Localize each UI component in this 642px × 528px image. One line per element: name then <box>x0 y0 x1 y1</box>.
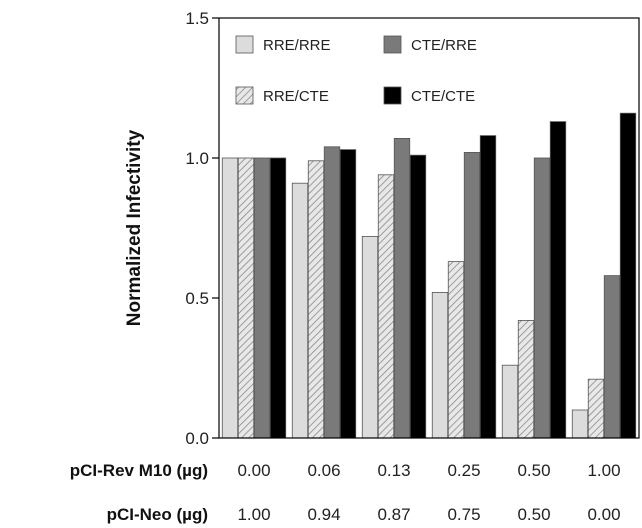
bar-rre-rre-4 <box>501 364 519 439</box>
x-axis-rows: pCI-Rev M10 (µg) 0.00 0.06 0.13 0.25 0.50 1.00… <box>70 461 621 524</box>
x-tick-label: 0.87 <box>377 505 410 524</box>
y-axis: 0.0 0.5 1.0 1.5 <box>185 9 219 448</box>
y-tick-label: 0.0 <box>185 429 209 448</box>
bar-group <box>221 112 637 439</box>
legend-label: RRE/CTE <box>263 88 329 105</box>
bar-rre-cte-1 <box>307 160 325 439</box>
x-tick-label: 1.00 <box>587 461 620 480</box>
bar-rre-cte-0 <box>237 157 255 439</box>
x-tick-label: 0.00 <box>587 505 620 524</box>
legend-label: CTE/RRE <box>411 37 477 54</box>
legend-label: CTE/CTE <box>411 88 475 105</box>
y-axis-label: Normalized Infectivity <box>124 129 145 326</box>
bar-rre-cte-2 <box>377 174 395 439</box>
bar-rre-rre-5 <box>571 409 589 439</box>
y-tick-label: 1.0 <box>185 149 209 168</box>
bar-cte-cte-5 <box>619 112 637 439</box>
legend-swatch-rre-rre <box>235 35 254 54</box>
y-tick-label: 0.5 <box>185 289 209 308</box>
x-tick-label: 0.94 <box>307 505 340 524</box>
bar-rre-rre-3 <box>431 291 449 439</box>
bar-cte-cte-3 <box>479 135 497 439</box>
legend-swatch-cte-cte <box>383 86 402 105</box>
bar-cte-rre-1 <box>323 146 341 439</box>
x-tick-label: 0.50 <box>517 505 550 524</box>
x-row-label: pCI-Rev M10 (µg) <box>70 461 208 480</box>
bar-cte-rre-0 <box>253 157 271 439</box>
x-tick-label: 0.00 <box>237 461 270 480</box>
bar-rre-cte-4 <box>517 319 535 439</box>
plot-frame <box>218 17 640 439</box>
legend-label: RRE/RRE <box>263 37 331 54</box>
bar-rre-rre-0 <box>221 157 239 439</box>
legend-swatch-rre-cte <box>235 86 254 105</box>
bar-cte-rre-2 <box>393 137 411 439</box>
bar-cte-cte-1 <box>339 149 357 439</box>
x-tick-label: 1.00 <box>237 505 270 524</box>
bar-cte-cte-0 <box>269 157 287 439</box>
x-tick-label: 0.25 <box>447 461 480 480</box>
bar-cte-rre-4 <box>533 157 551 439</box>
bar-cte-rre-3 <box>463 151 481 439</box>
bar-rre-rre-1 <box>291 182 309 439</box>
x-tick-label: 0.75 <box>447 505 480 524</box>
bar-cte-cte-4 <box>549 121 567 439</box>
x-tick-label: 0.13 <box>377 461 410 480</box>
legend-swatch-cte-rre <box>383 35 402 54</box>
bar-cte-rre-5 <box>603 275 621 439</box>
x-row-label: pCI-Neo (µg) <box>107 505 208 524</box>
x-tick-label: 0.06 <box>307 461 340 480</box>
legend: RRE/RRE RRE/CTE CTE/RRE CTE/CTE <box>235 35 477 105</box>
bar-rre-cte-5 <box>587 378 605 439</box>
bar-rre-rre-2 <box>361 235 379 439</box>
x-tick-label: 0.50 <box>517 461 550 480</box>
bar-cte-cte-2 <box>409 154 427 439</box>
y-tick-label: 1.5 <box>185 9 209 28</box>
bar-rre-cte-3 <box>447 261 465 439</box>
